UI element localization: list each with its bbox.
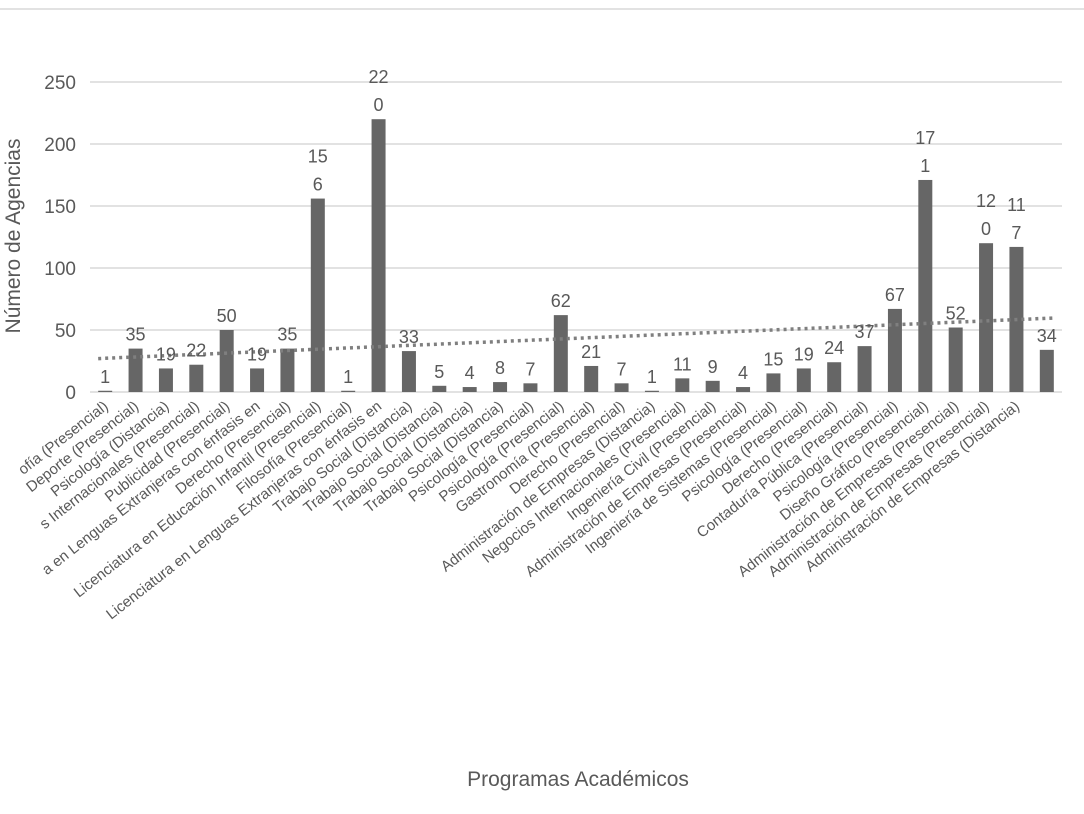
y-tick-label: 50 (55, 321, 76, 342)
data-label: 62 (551, 291, 571, 311)
trendline (98, 316, 1054, 361)
data-label: 19 (247, 344, 267, 364)
bar (827, 362, 842, 392)
data-label: 21 (581, 342, 601, 362)
bar (918, 179, 933, 392)
bar (857, 346, 872, 392)
bar (553, 315, 568, 392)
bar (887, 308, 902, 392)
y-tick-label: 100 (44, 259, 76, 280)
data-label: 5 (434, 362, 444, 382)
data-label: 22 (369, 67, 389, 87)
data-label: 11 (673, 354, 692, 374)
bar (948, 327, 963, 392)
data-label: 15 (763, 349, 783, 369)
bar (644, 390, 659, 392)
bar (766, 373, 781, 392)
bar (250, 368, 265, 392)
data-label: 12 (976, 191, 996, 211)
bar (280, 348, 295, 392)
data-label: 19 (794, 344, 814, 364)
bar (98, 390, 113, 392)
data-label: 1 (343, 367, 353, 387)
data-label: 35 (277, 325, 297, 345)
data-label: 35 (126, 325, 146, 345)
bar (614, 383, 629, 392)
bar (189, 364, 204, 392)
data-label: 4 (465, 363, 475, 383)
data-label: 11 (1007, 195, 1026, 215)
data-label: 19 (156, 344, 176, 364)
y-tick-label: 250 (44, 73, 76, 94)
bar (310, 198, 325, 392)
bar (979, 243, 994, 392)
data-label: 22 (186, 341, 206, 361)
data-label: 7 (525, 359, 535, 379)
bar (675, 378, 690, 392)
bar (736, 387, 751, 392)
data-label: 9 (708, 357, 718, 377)
data-label: 34 (1037, 326, 1057, 346)
data-label: 6 (313, 175, 323, 195)
bar (341, 390, 356, 392)
data-label: 0 (374, 95, 384, 115)
bar (705, 380, 720, 392)
data-label: 1 (100, 367, 110, 387)
data-label: 24 (824, 338, 844, 358)
y-tick-label: 150 (44, 197, 76, 218)
bar (493, 382, 508, 392)
bar (401, 351, 416, 392)
data-label: 50 (217, 306, 237, 326)
data-label: 37 (855, 322, 875, 342)
y-tick-label: 0 (65, 383, 76, 404)
y-axis-title: Número de Agencias (2, 139, 25, 334)
data-label: 33 (399, 327, 419, 347)
data-label: 7 (1011, 223, 1021, 243)
data-label: 4 (738, 363, 748, 383)
y-tick-label: 200 (44, 135, 76, 156)
bar (432, 385, 447, 392)
bar (371, 119, 386, 392)
bar (1039, 349, 1054, 392)
data-label: 52 (946, 304, 966, 324)
bar (128, 348, 143, 392)
data-label: 67 (885, 285, 905, 305)
data-label: 0 (981, 219, 991, 239)
data-label: 15 (308, 147, 328, 167)
x-axis-title: Programas Académicos (467, 768, 689, 791)
bar (462, 387, 477, 392)
bar (158, 368, 173, 392)
bar (523, 383, 538, 392)
data-label: 7 (617, 359, 627, 379)
data-label: 8 (495, 358, 505, 378)
bar (219, 330, 234, 392)
bar (584, 365, 599, 392)
data-label: 17 (915, 128, 935, 148)
data-label: 1 (920, 156, 930, 176)
bar (796, 368, 811, 392)
data-label: 1 (647, 367, 657, 387)
